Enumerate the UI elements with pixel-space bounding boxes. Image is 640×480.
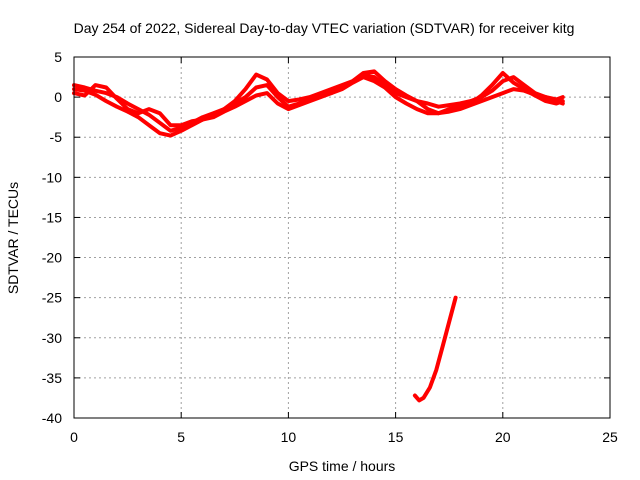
y-tick-label: -10: [42, 169, 62, 185]
axis-ticks: 0 5 10 15 20 25 5 0 -5 -10 -15 -20 -25 -30 -35 -40: [42, 49, 618, 445]
y-tick-label: -25: [42, 290, 62, 306]
x-tick-label: 25: [602, 429, 618, 445]
data-series: [72, 69, 565, 403]
x-tick-label: 15: [388, 429, 404, 445]
y-tick-label: -20: [42, 250, 62, 266]
grid-lines: [74, 57, 610, 418]
x-axis-label: GPS time / hours: [289, 458, 396, 474]
plot-frame: [73, 56, 611, 419]
y-tick-label: -35: [42, 370, 62, 386]
y-tick-label: -15: [42, 209, 62, 225]
y-tick-label: 0: [54, 89, 62, 105]
series-line-sat-a: [72, 72, 565, 133]
y-tick-label: -40: [42, 410, 62, 426]
y-tick-label: -30: [42, 330, 62, 346]
y-tick-label: 5: [54, 49, 62, 65]
series-line-sat-b: [72, 69, 565, 138]
x-tick-label: 5: [177, 429, 185, 445]
x-tick-label: 20: [495, 429, 511, 445]
x-tick-label: 10: [281, 429, 297, 445]
chart-title: Day 254 of 2022, Sidereal Day-to-day VTE…: [74, 20, 575, 36]
y-axis-label: SDTVAR / TECUs: [5, 182, 21, 294]
series-line-sat-d: [412, 295, 458, 403]
series-line-sat-c: [72, 71, 565, 128]
y-tick-label: -5: [50, 129, 63, 145]
x-tick-label: 0: [70, 429, 78, 445]
